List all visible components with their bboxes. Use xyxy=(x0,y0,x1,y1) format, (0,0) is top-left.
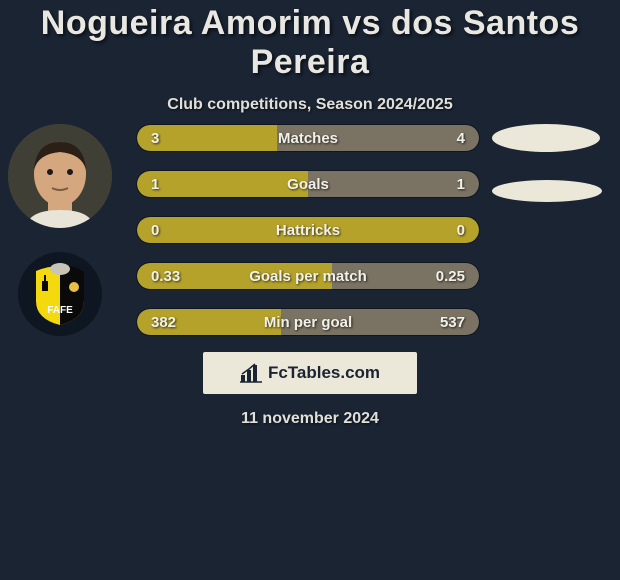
stat-value-right: 537 xyxy=(440,309,465,336)
comparison-card: Nogueira Amorim vs dos Santos Pereira Cl… xyxy=(0,0,620,450)
subtitle: Club competitions, Season 2024/2025 xyxy=(0,96,620,114)
club-badge: FAFE xyxy=(18,252,102,336)
stat-value-right: 0 xyxy=(457,217,465,244)
stat-value-right: 0.25 xyxy=(436,263,465,290)
stat-value-left: 382 xyxy=(151,309,176,336)
ellipse-column xyxy=(492,124,602,202)
branding-text: FcTables.com xyxy=(268,363,380,383)
stat-row: 382537Min per goal xyxy=(136,308,480,336)
stat-value-left: 1 xyxy=(151,171,159,198)
player-avatar xyxy=(8,124,112,228)
stat-value-right: 4 xyxy=(457,125,465,152)
player-face-icon xyxy=(8,124,112,228)
avatar-column: FAFE xyxy=(8,124,112,336)
date-text: 11 november 2024 xyxy=(0,410,620,428)
stat-row: 11Goals xyxy=(136,170,480,198)
branding-badge: FcTables.com xyxy=(203,352,417,394)
svg-text:FAFE: FAFE xyxy=(47,305,73,316)
stat-value-right: 1 xyxy=(457,171,465,198)
stat-row: 0.330.25Goals per match xyxy=(136,262,480,290)
ellipse-icon xyxy=(492,124,600,152)
stat-row: 34Matches xyxy=(136,124,480,152)
stat-row: 00Hattricks xyxy=(136,216,480,244)
club-shield-icon: FAFE xyxy=(32,261,88,327)
stat-value-left: 0 xyxy=(151,217,159,244)
stat-bars: 34Matches11Goals00Hattricks0.330.25Goals… xyxy=(136,124,480,354)
stat-value-left: 3 xyxy=(151,125,159,152)
stat-value-left: 0.33 xyxy=(151,263,180,290)
bar-chart-icon xyxy=(240,363,262,383)
ellipse-icon xyxy=(492,180,602,202)
page-title: Nogueira Amorim vs dos Santos Pereira xyxy=(0,4,620,82)
